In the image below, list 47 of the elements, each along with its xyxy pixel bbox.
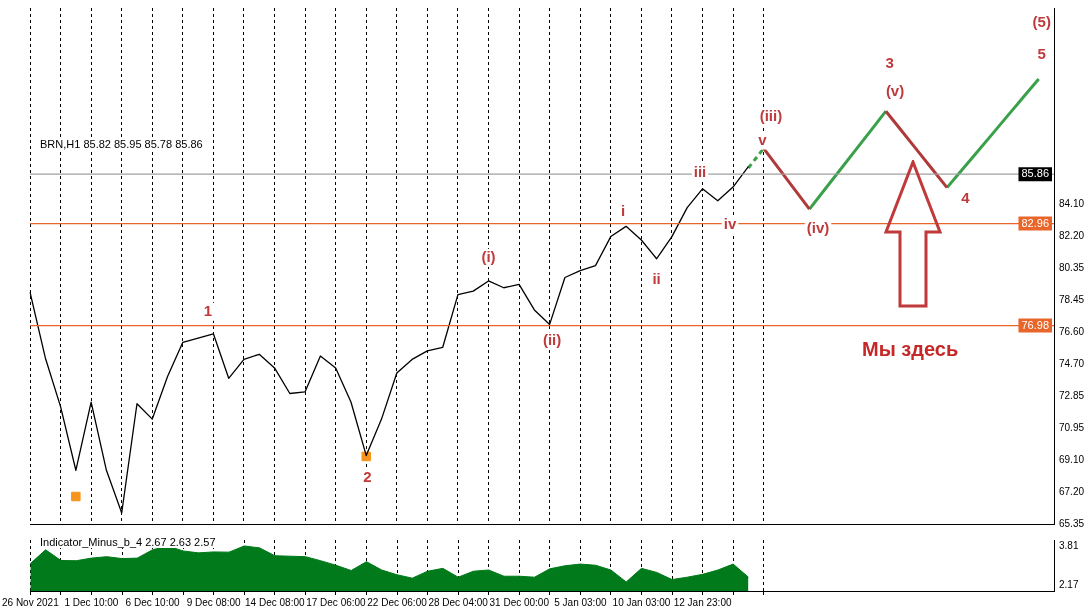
annotation: 2 — [363, 468, 372, 486]
annotation: (iii) — [759, 107, 783, 125]
y-tick-label: 84.10 — [1059, 197, 1085, 209]
annotation: iii — [693, 162, 707, 180]
annotation: (5) — [1032, 13, 1051, 31]
annotation: v — [758, 130, 768, 148]
x-tick-label: 14 Dec 08:00 — [245, 596, 305, 608]
x-tick-label: 9 Dec 08:00 — [186, 596, 242, 608]
chart-title: Indicator_Minus_b_4 2.67 2.63 2.57 — [38, 536, 218, 548]
ref-line-label: 82.96 — [1021, 216, 1049, 229]
x-tick-label: 31 Dec 00:00 — [489, 596, 550, 608]
y-tick-label: 69.10 — [1059, 453, 1085, 465]
x-tick-label: 28 Dec 04:00 — [428, 596, 489, 608]
ref-line-label: 85.86 — [1021, 167, 1049, 180]
y-tick-label: 2.17 — [1059, 578, 1079, 590]
annotation: 4 — [961, 189, 971, 207]
x-tick-label: 1 Dec 10:00 — [64, 596, 119, 608]
annotation: 3 — [885, 54, 894, 72]
y-tick-label: 67.20 — [1059, 486, 1085, 498]
x-tick-label: 17 Dec 06:00 — [306, 596, 367, 608]
annotation: (v) — [885, 81, 905, 99]
annotation: 5 — [1037, 44, 1046, 62]
x-tick-label: 5 Jan 03:00 — [554, 596, 607, 608]
annotation: (iv) — [806, 218, 830, 236]
y-tick-label: 78.45 — [1059, 294, 1085, 306]
x-tick-label: 10 Jan 03:00 — [612, 596, 671, 608]
x-tick-label: 22 Dec 06:00 — [367, 596, 428, 608]
x-tick-label: 6 Dec 10:00 — [125, 596, 180, 608]
annotation: Мы здесь — [862, 338, 959, 361]
y-tick-label: 65.35 — [1059, 517, 1085, 529]
y-tick-label: 3.81 — [1059, 539, 1079, 551]
annotation: 1 — [203, 301, 213, 319]
y-tick-label: 76.60 — [1059, 325, 1085, 337]
text: BRN,H1 85.82 85.95 85.78 85.86 — [38, 138, 205, 150]
y-tick-label: 82.20 — [1059, 230, 1085, 242]
y-tick-label: 80.35 — [1059, 261, 1085, 273]
annotation: ii — [652, 269, 661, 287]
annotation: iv — [723, 214, 737, 232]
annotation: i — [620, 202, 626, 220]
x-tick-label: 12 Jan 23:00 — [673, 596, 732, 608]
annotation: (ii) — [542, 331, 562, 349]
x-tick-label: 26 Nov 2021 — [2, 596, 60, 608]
y-tick-label: 72.85 — [1059, 389, 1085, 401]
y-tick-label: 74.70 — [1059, 358, 1085, 370]
ref-line-label: 76.98 — [1021, 318, 1049, 331]
y-tick-label: 70.95 — [1059, 422, 1085, 434]
annotation: (i) — [481, 248, 496, 266]
